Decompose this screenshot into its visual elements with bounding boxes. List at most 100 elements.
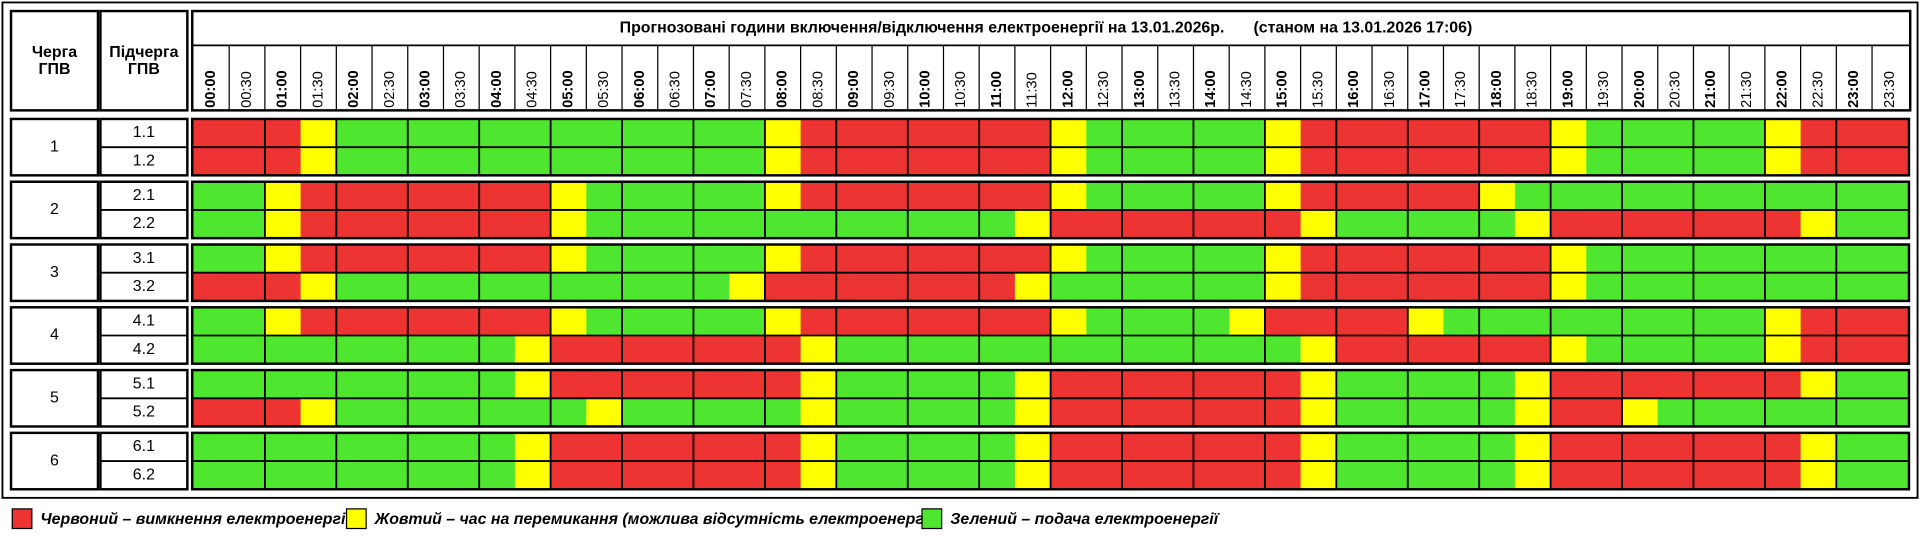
slot-cell bbox=[586, 209, 623, 239]
slot-cell bbox=[622, 398, 659, 427]
slot-cell bbox=[943, 147, 980, 176]
slot-cell bbox=[800, 307, 837, 336]
slot-cell bbox=[800, 209, 837, 239]
slot-cell bbox=[229, 181, 266, 210]
slot-cell bbox=[407, 147, 445, 176]
slot-cell bbox=[1122, 370, 1159, 399]
slot-cell bbox=[1550, 272, 1587, 301]
subqueue-number: 1.1 bbox=[133, 124, 155, 141]
slot-cell bbox=[1014, 118, 1052, 148]
slot-cell bbox=[1729, 461, 1766, 490]
slot-cell bbox=[1586, 209, 1623, 239]
slot-cell bbox=[1372, 307, 1409, 336]
slot-cell bbox=[729, 335, 766, 364]
slot-cell bbox=[1443, 370, 1480, 399]
slot-cell bbox=[764, 147, 802, 176]
queue-number: 5 bbox=[50, 389, 59, 406]
slot-cell bbox=[443, 370, 480, 399]
queue-number: 3 bbox=[50, 264, 59, 281]
slot-cell bbox=[514, 147, 552, 176]
slot-cell bbox=[836, 335, 873, 364]
slot-cell bbox=[514, 370, 552, 399]
slot-cell bbox=[193, 461, 230, 490]
slot-cell bbox=[657, 335, 695, 364]
slot-cell bbox=[693, 307, 730, 336]
slot-cell bbox=[1657, 461, 1695, 490]
slot-cell bbox=[764, 432, 802, 462]
slot-cell bbox=[300, 370, 337, 399]
slot-cell bbox=[550, 209, 587, 239]
slot-cell bbox=[1300, 370, 1337, 399]
slot-cell bbox=[372, 272, 409, 301]
slot-cell bbox=[407, 307, 445, 336]
slot-cell bbox=[1193, 118, 1230, 148]
slot-cell bbox=[550, 147, 587, 176]
slot-cell bbox=[1586, 335, 1623, 364]
slot-cell bbox=[1836, 461, 1873, 490]
slot-cell bbox=[1193, 272, 1230, 301]
slot-cell bbox=[943, 370, 980, 399]
slot-cell bbox=[764, 272, 802, 301]
legend-label: Жовтий – час на перемикання (можлива від… bbox=[374, 511, 938, 528]
slot-cell bbox=[1693, 307, 1730, 336]
slot-cell bbox=[1622, 461, 1659, 490]
slot-cell bbox=[372, 244, 409, 273]
slot-cell bbox=[1336, 181, 1373, 210]
slot-cell bbox=[1372, 181, 1409, 210]
schedule-title: Прогнозовані години включення/відключенн… bbox=[620, 19, 1225, 36]
slot-cell bbox=[1050, 307, 1087, 336]
slot-cell bbox=[443, 307, 480, 336]
slot-cell bbox=[1586, 272, 1623, 301]
slot-cell bbox=[1336, 307, 1373, 336]
slot-cell bbox=[907, 307, 945, 336]
slot-cell bbox=[907, 398, 945, 427]
slot-cell bbox=[764, 398, 802, 427]
slot-cell bbox=[1086, 461, 1123, 490]
slot-cell bbox=[1514, 118, 1552, 148]
slot-cell bbox=[657, 147, 695, 176]
slot-cell bbox=[264, 432, 302, 462]
slot-cell bbox=[1479, 307, 1516, 336]
slot-cell bbox=[1264, 272, 1302, 301]
slot-cell bbox=[514, 272, 552, 301]
slot-cell bbox=[514, 432, 552, 462]
subqueue-number: 1.2 bbox=[133, 152, 155, 169]
slot-cell bbox=[979, 461, 1016, 490]
slot-cell bbox=[1300, 398, 1337, 427]
slot-cell bbox=[1300, 118, 1337, 148]
time-label: 16:30 bbox=[1382, 71, 1398, 108]
slot-cell bbox=[979, 118, 1016, 148]
slot-cell bbox=[1157, 209, 1195, 239]
slot-cell bbox=[336, 118, 373, 148]
slot-cell bbox=[1336, 118, 1373, 148]
slot-cell bbox=[1836, 307, 1873, 336]
slot-cell bbox=[1872, 335, 1909, 364]
slot-cell bbox=[550, 272, 587, 301]
slot-cell bbox=[979, 147, 1016, 176]
slot-cell bbox=[1443, 307, 1480, 336]
slot-cell bbox=[1157, 398, 1195, 427]
slot-cell bbox=[622, 432, 659, 462]
subqueue-number: 4.2 bbox=[133, 341, 155, 358]
time-label: 10:30 bbox=[953, 71, 969, 108]
slot-cell bbox=[1193, 335, 1230, 364]
slot-cell bbox=[622, 370, 659, 399]
slot-cell bbox=[1014, 461, 1052, 490]
slot-cell bbox=[1407, 432, 1445, 462]
slot-cell bbox=[943, 209, 980, 239]
slot-cell bbox=[1800, 181, 1837, 210]
slot-cell bbox=[1050, 370, 1087, 399]
slot-cell bbox=[1122, 272, 1159, 301]
slot-cell bbox=[1122, 335, 1159, 364]
slot-cell bbox=[1729, 307, 1766, 336]
slot-cell bbox=[193, 147, 230, 176]
slot-cell bbox=[514, 244, 552, 273]
slot-cell bbox=[1193, 209, 1230, 239]
slot-cell bbox=[622, 118, 659, 148]
slot-cell bbox=[1514, 147, 1552, 176]
slot-cell bbox=[1586, 181, 1623, 210]
slot-cell bbox=[1550, 370, 1587, 399]
slot-cell bbox=[1086, 181, 1123, 210]
slot-cell bbox=[1622, 209, 1659, 239]
slot-cell bbox=[1157, 335, 1195, 364]
